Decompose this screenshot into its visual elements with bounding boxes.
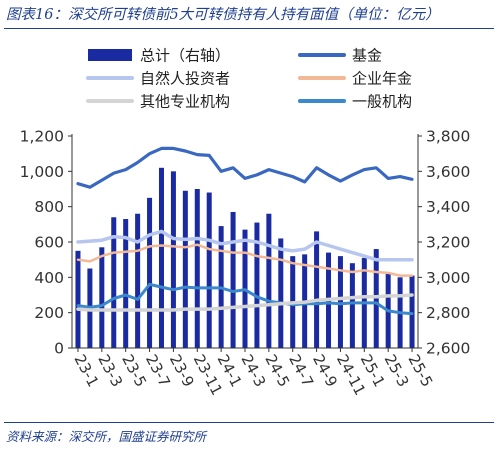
legend-label: 企业年金	[352, 70, 412, 88]
bar	[254, 222, 260, 348]
right-tick-label: 3,000	[426, 269, 470, 287]
bar	[278, 238, 284, 348]
bar	[170, 171, 176, 348]
right-tick-label: 3,600	[426, 163, 470, 181]
legend-label: 总计（右轴）	[140, 47, 230, 65]
left-tick-label: 200	[34, 304, 64, 322]
line-series-group	[76, 146, 414, 316]
bar	[266, 213, 272, 348]
legend-label: 基金	[352, 47, 382, 65]
chart-title: 图表16：深交所可转债前5大可转债持有人持有面值（单位：亿元）	[6, 7, 440, 23]
source-divider	[4, 422, 494, 423]
legend-swatch-bar	[88, 49, 132, 61]
left-tick-label: 1,000	[20, 163, 64, 181]
bar	[314, 231, 320, 348]
legend-label: 自然人投资者	[140, 70, 230, 88]
left-tick-label: 1,200	[20, 128, 64, 146]
bar	[409, 275, 415, 348]
legend-label: 其他专业机构	[140, 93, 230, 111]
right-tick-label: 2,800	[426, 304, 470, 322]
bar	[99, 247, 105, 348]
bar	[206, 192, 212, 348]
left-tick-label: 400	[34, 269, 64, 287]
left-tick-label: 800	[34, 198, 64, 216]
source-note: 资料来源：深交所，国盛证券研究所	[6, 429, 207, 444]
line-series	[76, 293, 414, 312]
bar	[230, 211, 236, 348]
right-tick-label: 3,200	[426, 234, 470, 252]
line-series	[76, 282, 414, 316]
bar	[111, 217, 117, 348]
bar	[123, 219, 129, 348]
right-tick-label: 3,400	[426, 198, 470, 216]
line-series	[76, 146, 414, 189]
title-divider	[4, 28, 494, 29]
bar	[349, 263, 355, 348]
bar	[158, 167, 164, 348]
bar	[194, 189, 200, 348]
right-tick-label: 2,600	[426, 340, 470, 358]
bar	[182, 190, 188, 348]
legend-label: 一般机构	[352, 93, 412, 111]
line-series	[76, 243, 414, 277]
bar	[135, 213, 141, 348]
right-tick-label: 3,800	[426, 128, 470, 146]
bar	[337, 256, 343, 348]
bar	[75, 250, 81, 348]
bar-series-total	[75, 167, 415, 348]
left-tick-label: 0	[54, 340, 64, 358]
left-tick-label: 600	[34, 234, 64, 252]
line-series	[76, 229, 414, 262]
bar	[147, 197, 153, 348]
